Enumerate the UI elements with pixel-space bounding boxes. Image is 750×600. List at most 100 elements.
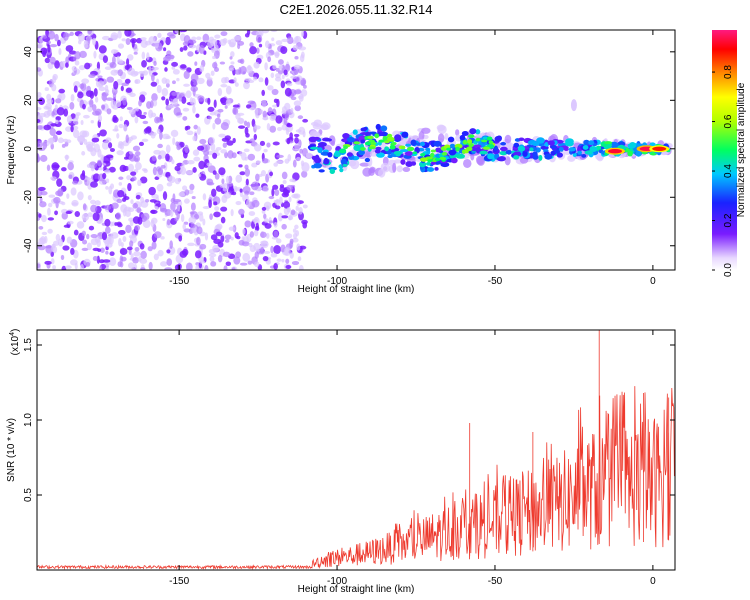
noise-blob	[127, 182, 132, 192]
signal-blob	[513, 155, 520, 160]
noise-blob	[125, 38, 131, 46]
signal-blob	[544, 153, 553, 160]
noise-blob	[220, 234, 225, 243]
noise-blob	[105, 178, 110, 184]
noise-blob	[176, 77, 180, 82]
signal-blob	[376, 152, 385, 158]
colorbar: 0.0 0.2 0.4 0.6 0.8 Normalized spectral ampl…	[712, 30, 747, 277]
noise-blob	[217, 88, 223, 97]
noise-blob	[154, 205, 158, 210]
signal-blob	[439, 156, 447, 161]
noise-blob	[112, 116, 119, 123]
peak-blob	[607, 149, 622, 154]
noise-blob	[127, 163, 135, 172]
noise-blob	[92, 256, 98, 262]
signal-blob	[430, 152, 435, 158]
signal-blob	[440, 162, 450, 168]
noise-blob	[290, 96, 297, 101]
snr-panel: -150 -100 -50 0 0.5 1.0 1.5 Height of straigh…	[6, 329, 676, 595]
signal-blob	[387, 154, 393, 159]
signal-halo	[312, 131, 321, 138]
noise-blob	[213, 99, 217, 108]
signal-blob	[572, 152, 577, 157]
noise-blob	[92, 173, 101, 182]
noise-blob	[79, 50, 87, 59]
spectrogram-y-label: Frequency (Hz)	[6, 116, 17, 185]
noise-blob	[220, 206, 228, 212]
noise-blob	[275, 238, 282, 244]
noise-blob	[176, 202, 181, 212]
spectrogram-frame	[36, 29, 676, 271]
noise-blob	[87, 194, 92, 201]
noise-blob	[263, 213, 267, 220]
noise-blob	[56, 107, 65, 116]
noise-blob	[184, 144, 189, 154]
noise-blob	[96, 61, 101, 70]
noise-blob	[298, 46, 307, 51]
noise-blob	[124, 65, 130, 70]
noise-blob	[233, 35, 242, 41]
signal-blob	[609, 141, 619, 149]
signal-blob	[346, 136, 356, 143]
noise-blob	[67, 220, 74, 225]
noise-blob	[133, 51, 138, 55]
x-tick-label: -150	[169, 576, 189, 587]
noise-blob	[286, 123, 293, 128]
snr-multiplier-base: (x10	[10, 335, 21, 355]
noise-blob	[99, 265, 103, 270]
noise-blob	[245, 178, 249, 186]
noise-blob	[231, 191, 237, 196]
signal-blob	[496, 156, 506, 162]
noise-blob	[150, 209, 156, 214]
noise-blob	[38, 225, 44, 230]
signal-blob	[353, 144, 362, 152]
noise-blob	[123, 206, 132, 212]
noise-blob	[166, 32, 175, 37]
signal-blob	[499, 150, 508, 156]
noise-blob	[140, 267, 146, 270]
noise-blob	[165, 171, 171, 177]
noise-blob	[189, 97, 194, 105]
noise-blob	[226, 140, 234, 146]
noise-blob	[290, 107, 294, 114]
noise-blob	[57, 137, 64, 144]
noise-blob	[113, 49, 119, 53]
signal-blob	[589, 146, 598, 153]
noise-blob	[190, 223, 196, 229]
noise-blob	[192, 105, 196, 114]
signal-halo	[567, 154, 576, 162]
y-tick-label: 0.5	[23, 488, 34, 502]
noise-blob	[87, 146, 94, 152]
noise-blob	[98, 86, 106, 92]
noise-blob	[165, 78, 170, 85]
noise-blob	[217, 113, 221, 118]
noise-blob	[272, 64, 277, 70]
signal-blob	[327, 151, 333, 158]
noise-blob	[141, 138, 149, 142]
noise-blob	[127, 54, 134, 61]
noise-blob	[290, 75, 298, 79]
signal-blob	[538, 154, 543, 161]
noise-blob	[81, 78, 90, 84]
noise-blob	[198, 160, 206, 170]
noise-blob	[93, 50, 97, 59]
noise-blob	[101, 104, 105, 111]
noise-blob	[157, 143, 163, 149]
noise-blob	[292, 172, 300, 181]
noise-blob	[91, 104, 97, 112]
noise-blob	[105, 226, 111, 234]
noise-blob	[212, 152, 218, 159]
noise-blob	[163, 47, 167, 52]
noise-blob	[107, 142, 113, 149]
noise-blob	[42, 35, 48, 39]
signal-halo	[476, 155, 485, 165]
noise-blob	[220, 121, 229, 131]
noise-blob	[267, 56, 272, 63]
noise-blob	[37, 262, 41, 270]
noise-blob	[178, 235, 183, 242]
noise-blob	[220, 216, 226, 224]
noise-blob	[122, 197, 127, 202]
noise-blob	[116, 221, 122, 226]
signal-blob	[405, 143, 412, 147]
noise-blob	[141, 51, 146, 60]
